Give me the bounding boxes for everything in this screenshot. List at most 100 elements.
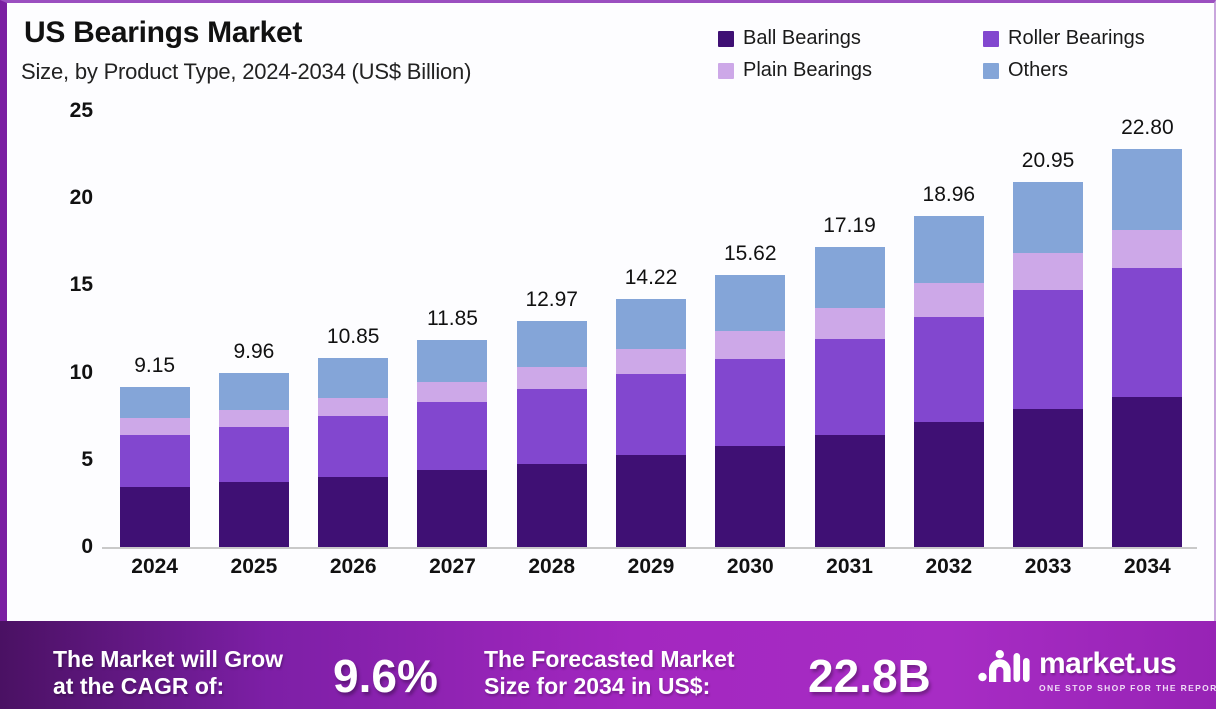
bar-column-2028[interactable]: 12.97 — [516, 281, 587, 547]
bar-segment-ball-bearings[interactable] — [119, 486, 190, 547]
bar-column-2027[interactable]: 11.85 — [417, 300, 488, 547]
bar-segment-roller-bearings[interactable] — [1112, 267, 1183, 398]
bar-segment-plain-bearings[interactable] — [715, 330, 786, 359]
bar-stack — [516, 320, 587, 547]
legend-item-plain-bearings[interactable]: Plain Bearings — [718, 59, 983, 82]
bar-segment-roller-bearings[interactable] — [218, 426, 289, 483]
bar-total-label: 14.22 — [624, 266, 678, 290]
legend-item-roller-bearings[interactable]: Roller Bearings — [983, 27, 1188, 50]
bar-segment-others[interactable] — [814, 247, 885, 309]
bar-segment-plain-bearings[interactable] — [1013, 253, 1084, 290]
bar-stack — [1112, 149, 1183, 547]
bar-segment-ball-bearings[interactable] — [913, 422, 984, 547]
bar-column-2029[interactable]: 14.22 — [616, 259, 686, 547]
market-us-logo[interactable]: market.us ONE STOP SHOP FOR THE REPORTS — [978, 649, 1216, 693]
bar-stack — [814, 247, 885, 547]
bar-segment-others[interactable] — [318, 357, 389, 398]
bar-segment-roller-bearings[interactable] — [616, 374, 686, 455]
bar-total-label: 9.15 — [134, 354, 176, 378]
bar-segment-roller-bearings[interactable] — [814, 338, 885, 435]
bar-stack — [616, 299, 686, 547]
bar-segment-plain-bearings[interactable] — [616, 349, 686, 375]
bar-segment-plain-bearings[interactable] — [119, 418, 190, 435]
bar-segment-ball-bearings[interactable] — [218, 482, 289, 547]
forecast-label-line1: The Forecasted Market — [484, 646, 735, 672]
footer-banner: The Market will Grow at the CAGR of: 9.6… — [0, 621, 1216, 709]
bar-segment-roller-bearings[interactable] — [119, 434, 190, 487]
bar-segment-others[interactable] — [417, 340, 488, 383]
logo-tagline: ONE STOP SHOP FOR THE REPORTS — [1039, 683, 1216, 693]
bar-segment-others[interactable] — [715, 274, 786, 331]
bar-segment-others[interactable] — [516, 320, 587, 367]
bar-segment-others[interactable] — [119, 387, 190, 419]
bar-segment-roller-bearings[interactable] — [913, 316, 984, 423]
bar-segment-others[interactable] — [616, 299, 686, 350]
bar-segment-roller-bearings[interactable] — [1013, 289, 1084, 410]
y-axis: 0 5 10 15 20 25 — [7, 99, 105, 558]
page-subtitle: Size, by Product Type, 2024-2034 (US$ Bi… — [21, 59, 472, 84]
bar-segment-roller-bearings[interactable] — [417, 402, 488, 471]
bar-stack — [417, 340, 488, 547]
bar-column-2031[interactable]: 17.19 — [814, 207, 885, 547]
bar-segment-others[interactable] — [218, 373, 289, 410]
bar-segment-ball-bearings[interactable] — [318, 477, 389, 547]
bar-segment-ball-bearings[interactable] — [814, 434, 885, 547]
bar-column-2026[interactable]: 10.85 — [318, 318, 389, 547]
bar-segment-roller-bearings[interactable] — [516, 389, 587, 465]
x-axis-label-2026: 2026 — [329, 555, 377, 578]
bar-segment-roller-bearings[interactable] — [318, 416, 389, 478]
cagr-value: 9.6% — [333, 650, 438, 702]
bar-stack — [1013, 181, 1084, 547]
legend-item-ball-bearings[interactable]: Ball Bearings — [718, 27, 983, 50]
legend-swatch-icon — [718, 30, 734, 47]
logo-name: market.us — [1039, 647, 1177, 680]
bar-segment-ball-bearings[interactable] — [516, 464, 587, 547]
bar-segment-plain-bearings[interactable] — [417, 382, 488, 403]
bar-total-label: 18.96 — [922, 183, 976, 207]
bar-segment-others[interactable] — [1112, 149, 1183, 230]
bar-column-2034[interactable]: 22.80 — [1112, 109, 1183, 547]
bar-segment-plain-bearings[interactable] — [1112, 229, 1183, 268]
legend-item-label: Plain Bearings — [743, 59, 872, 81]
x-axis-label-2029: 2029 — [627, 555, 675, 578]
x-axis-label-2034: 2034 — [1124, 555, 1171, 578]
logo-text: market.us ONE STOP SHOP FOR THE REPORTS — [1039, 647, 1216, 694]
cagr-label: The Market will Grow at the CAGR of: — [53, 646, 283, 700]
bar-column-2032[interactable]: 18.96 — [913, 176, 984, 547]
bar-segment-plain-bearings[interactable] — [516, 366, 587, 390]
bar-segment-others[interactable] — [1013, 181, 1084, 254]
bar-segment-ball-bearings[interactable] — [616, 454, 686, 547]
legend-item-others[interactable]: Others — [983, 59, 1188, 82]
x-axis-line — [102, 547, 1197, 549]
bar-column-2025[interactable]: 9.96 — [218, 333, 289, 547]
page-title: US Bearings Market — [24, 16, 303, 49]
bar-segment-plain-bearings[interactable] — [318, 397, 389, 417]
bar-segment-plain-bearings[interactable] — [218, 409, 289, 427]
legend-swatch-icon — [983, 62, 999, 79]
x-axis-label-2033: 2033 — [1024, 555, 1072, 578]
y-axis-tick-10: 10 — [69, 360, 93, 384]
bar-segment-ball-bearings[interactable] — [1013, 409, 1084, 547]
x-axis-label-2025: 2025 — [230, 555, 278, 578]
y-axis-tick-20: 20 — [69, 186, 93, 210]
x-axis-label-2030: 2030 — [726, 555, 774, 578]
bar-stack — [218, 373, 289, 547]
bar-segment-plain-bearings[interactable] — [913, 282, 984, 317]
bar-segment-roller-bearings[interactable] — [715, 358, 786, 446]
bar-column-2024[interactable]: 9.15 — [119, 347, 190, 547]
legend-item-label: Others — [1008, 59, 1069, 81]
bar-segment-ball-bearings[interactable] — [715, 445, 786, 547]
bar-column-2033[interactable]: 20.95 — [1013, 142, 1084, 547]
y-axis-tick-0: 0 — [81, 535, 93, 558]
legend-item-label: Ball Bearings — [743, 27, 861, 49]
bar-segment-others[interactable] — [913, 216, 984, 283]
x-axis-label-2024: 2024 — [131, 555, 178, 578]
bar-column-2030[interactable]: 15.62 — [715, 235, 786, 547]
chart-legend: Ball Bearings Roller Bearings Plain Bearin… — [718, 27, 1188, 82]
bar-segment-ball-bearings[interactable] — [417, 470, 488, 547]
bar-stack — [318, 357, 389, 547]
bar-segment-plain-bearings[interactable] — [814, 308, 885, 339]
y-axis-tick-5: 5 — [81, 447, 93, 471]
bar-segment-ball-bearings[interactable] — [1112, 397, 1183, 547]
